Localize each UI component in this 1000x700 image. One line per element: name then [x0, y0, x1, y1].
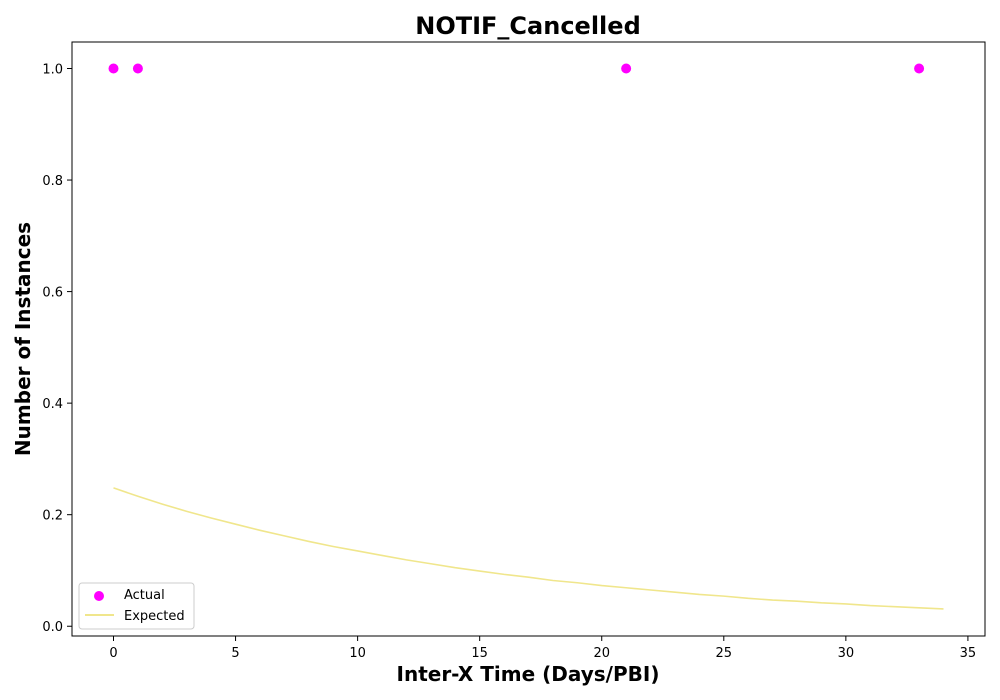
y-tick-label: 0.4	[42, 397, 63, 412]
actual-point	[108, 63, 119, 74]
x-axis: 0 5 10 15 20 25 30 35	[109, 636, 976, 661]
x-tick-label: 35	[960, 646, 977, 661]
series-layer	[108, 63, 944, 610]
y-axis-title: Number of Instances	[11, 222, 35, 456]
y-tick-label: 0.8	[42, 174, 63, 189]
plot-frame	[71, 41, 986, 637]
x-tick-label: 30	[838, 646, 855, 661]
y-tick-label: 0.2	[42, 509, 63, 524]
x-tick-label: 15	[471, 646, 488, 661]
x-tick-label: 25	[716, 646, 733, 661]
x-axis-title: Inter-X Time (Days/PBI)	[397, 662, 660, 686]
legend-box	[78, 582, 195, 630]
legend-actual-marker	[94, 591, 104, 601]
y-tick-label: 1.0	[42, 62, 63, 77]
x-tick-label: 0	[109, 646, 117, 661]
legend-actual-label: Actual	[124, 588, 165, 603]
legend-expected-label: Expected	[124, 609, 185, 624]
y-tick-label: 0.6	[42, 286, 63, 301]
x-tick-label: 10	[349, 646, 366, 661]
actual-point	[132, 63, 143, 74]
expected-line	[113, 487, 944, 610]
x-tick-label: 5	[231, 646, 239, 661]
y-tick-label: 0.0	[42, 620, 63, 635]
actual-point	[621, 63, 632, 74]
chart-title: NOTIF_Cancelled	[415, 12, 641, 40]
actual-point	[914, 63, 925, 74]
legend: Actual Expected	[78, 582, 195, 630]
y-axis: 0.0 0.2 0.4 0.6 0.8 1.0	[42, 62, 72, 635]
x-tick-label: 20	[593, 646, 610, 661]
